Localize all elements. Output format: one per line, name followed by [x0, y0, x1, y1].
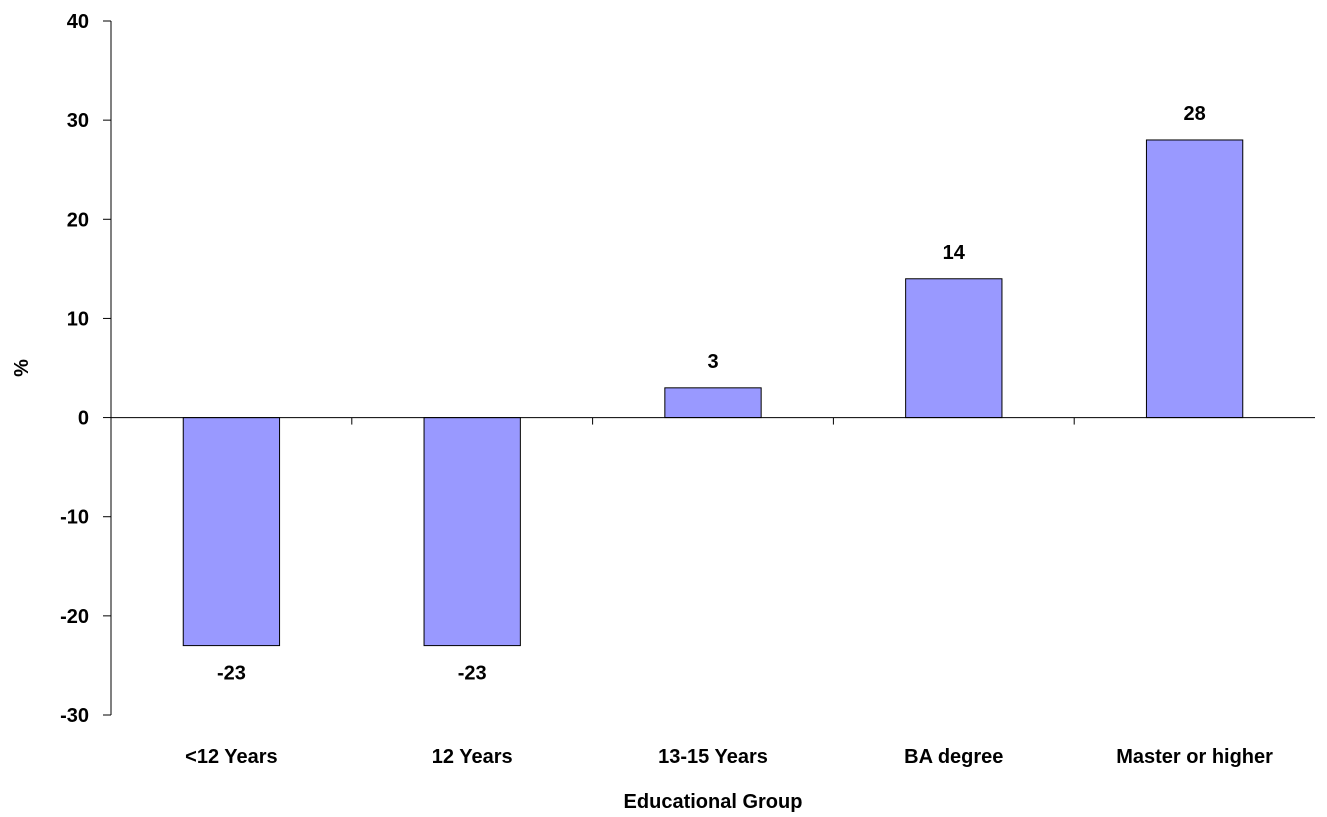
x-axis-ticks — [351, 417, 1075, 425]
category-labels: <12 Years 12 Years 13-15 Years BA degree Mas… — [185, 746, 1273, 768]
y-axis-ticks: -30 -20 -10 0 10 20 30 40 — [60, 11, 111, 727]
axes — [110, 21, 1315, 715]
bar-value-label: 28 — [1183, 103, 1205, 125]
x-category-label: 13-15 Years — [658, 746, 768, 768]
x-axis-title: Educational Group — [624, 791, 803, 813]
data-labels: -23 -23 3 14 28 — [217, 103, 1206, 685]
bar — [182, 417, 281, 647]
bar — [423, 417, 521, 647]
y-tick-label: 0 — [78, 408, 89, 430]
y-axis-title: % — [11, 359, 33, 377]
y-tick-label: -20 — [60, 606, 89, 628]
x-category-label: <12 Years — [185, 746, 278, 768]
x-category-label: 12 Years — [432, 746, 513, 768]
bar — [905, 278, 1003, 419]
y-tick-label: 20 — [67, 209, 89, 231]
bar — [1145, 139, 1244, 419]
y-tick-label: -30 — [60, 705, 89, 727]
y-tick-label: 40 — [67, 11, 89, 33]
bar — [664, 387, 762, 419]
y-tick-label: 10 — [67, 308, 89, 330]
bar-value-label: -23 — [458, 663, 487, 685]
x-category-label: BA degree — [904, 746, 1003, 768]
bars — [182, 139, 1244, 647]
bar-value-label: 3 — [707, 351, 718, 373]
y-tick-label: 30 — [67, 110, 89, 132]
x-category-label: Master or higher — [1116, 746, 1273, 768]
bar-value-label: -23 — [217, 663, 246, 685]
y-tick-label: -10 — [60, 507, 89, 529]
bar-value-label: 14 — [943, 242, 966, 264]
